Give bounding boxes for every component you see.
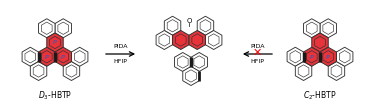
Polygon shape (183, 66, 199, 85)
Polygon shape (30, 61, 47, 80)
Polygon shape (320, 47, 336, 66)
Text: PIDA: PIDA (113, 44, 128, 49)
Text: $M$: $M$ (316, 38, 324, 47)
Polygon shape (336, 47, 353, 66)
Polygon shape (63, 61, 80, 80)
Text: $P$: $P$ (309, 53, 314, 61)
Text: $P$: $P$ (44, 53, 50, 61)
Polygon shape (55, 19, 71, 38)
Polygon shape (191, 52, 208, 72)
Polygon shape (189, 31, 206, 50)
Text: ✕: ✕ (253, 48, 262, 58)
Text: PIDA: PIDA (250, 44, 265, 49)
Text: O: O (186, 18, 192, 24)
Polygon shape (39, 47, 55, 66)
Polygon shape (197, 16, 214, 35)
Polygon shape (206, 31, 222, 50)
Polygon shape (287, 47, 304, 66)
Polygon shape (304, 19, 320, 38)
Polygon shape (304, 47, 320, 66)
Polygon shape (39, 19, 55, 38)
Polygon shape (175, 52, 191, 72)
Text: $D_3$-HBTP: $D_3$-HBTP (38, 90, 72, 103)
Polygon shape (156, 31, 172, 50)
Text: $C_2$-HBTP: $C_2$-HBTP (303, 90, 337, 103)
Polygon shape (172, 31, 189, 50)
Polygon shape (22, 47, 39, 66)
Polygon shape (320, 19, 336, 38)
Polygon shape (71, 47, 88, 66)
Polygon shape (164, 16, 181, 35)
Text: $P$: $P$ (325, 53, 331, 61)
Text: $P$: $P$ (60, 53, 66, 61)
Polygon shape (328, 61, 345, 80)
Text: HFIP: HFIP (251, 59, 265, 64)
Text: HFIP: HFIP (113, 59, 127, 64)
Polygon shape (47, 33, 63, 52)
Polygon shape (55, 47, 71, 66)
Polygon shape (295, 61, 312, 80)
Text: $P$: $P$ (52, 38, 58, 47)
Polygon shape (312, 33, 328, 52)
